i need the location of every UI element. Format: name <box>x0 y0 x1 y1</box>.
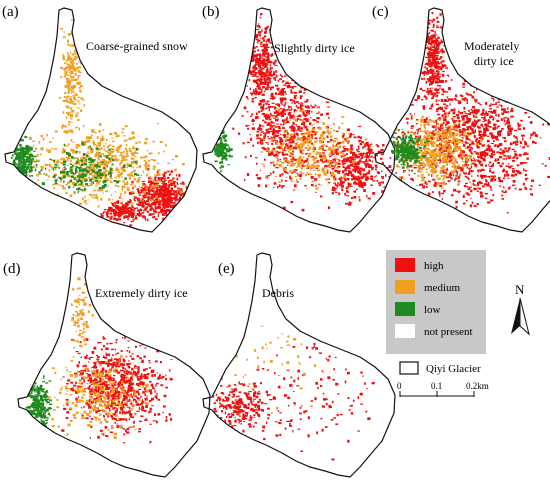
legend-swatch-low <box>395 302 415 316</box>
north-arrow: N <box>511 282 530 336</box>
panel-e-outline <box>202 252 396 478</box>
panel-c-label: Moderately dirty ice <box>464 39 519 68</box>
panel-d-pixels <box>25 277 173 444</box>
panel-c-pixels <box>383 8 550 217</box>
panel-b-pixels <box>213 8 392 212</box>
legend-outline-swatch <box>399 361 419 375</box>
panel-b-map: (b) Slightly dirty ice <box>202 4 396 233</box>
north-arrow-left <box>511 298 520 334</box>
panel-d-map: (d) Extremely dirty ice <box>3 252 211 478</box>
scale-tick-0: 0 <box>397 381 402 391</box>
panel-e-map: (e) Debris <box>202 252 396 478</box>
legend: high medium low not present Qiyi Glacier <box>386 250 486 375</box>
north-arrow-right <box>519 297 530 336</box>
panel-b-label: Slightly dirty ice <box>274 41 355 55</box>
panel-d-label: Extremely dirty ice <box>95 286 188 300</box>
legend-swatch-not-present <box>395 324 415 338</box>
panel-e-letter: (e) <box>218 261 235 277</box>
panel-d-letter: (d) <box>3 261 21 277</box>
panel-a-letter: (a) <box>2 4 19 20</box>
panel-a-label: Coarse-grained snow <box>86 39 188 53</box>
panel-c-letter: (c) <box>372 4 389 20</box>
panel-c-map: (c) Moderately dirty ice <box>372 4 550 233</box>
panel-a-map: (a) Coarse-grained snow <box>2 4 198 233</box>
scale-tick-2: 0.2km <box>466 381 489 391</box>
panel-e-pixels <box>212 305 375 461</box>
legend-label-low: low <box>424 304 441 316</box>
legend-label-not-present: not present <box>424 326 473 338</box>
legend-swatch-high <box>395 258 415 272</box>
legend-outline-label: Qiyi Glacier <box>426 363 481 375</box>
legend-swatch-medium <box>395 280 415 294</box>
panel-e-label: Debris <box>262 286 294 300</box>
legend-label-medium: medium <box>424 282 460 294</box>
north-label: N <box>515 282 525 297</box>
scale-tick-1: 0.1 <box>431 381 442 391</box>
panel-b-letter: (b) <box>202 4 220 20</box>
legend-label-high: high <box>424 260 444 272</box>
scale-bar: 0 0.1 0.2km <box>397 381 489 397</box>
